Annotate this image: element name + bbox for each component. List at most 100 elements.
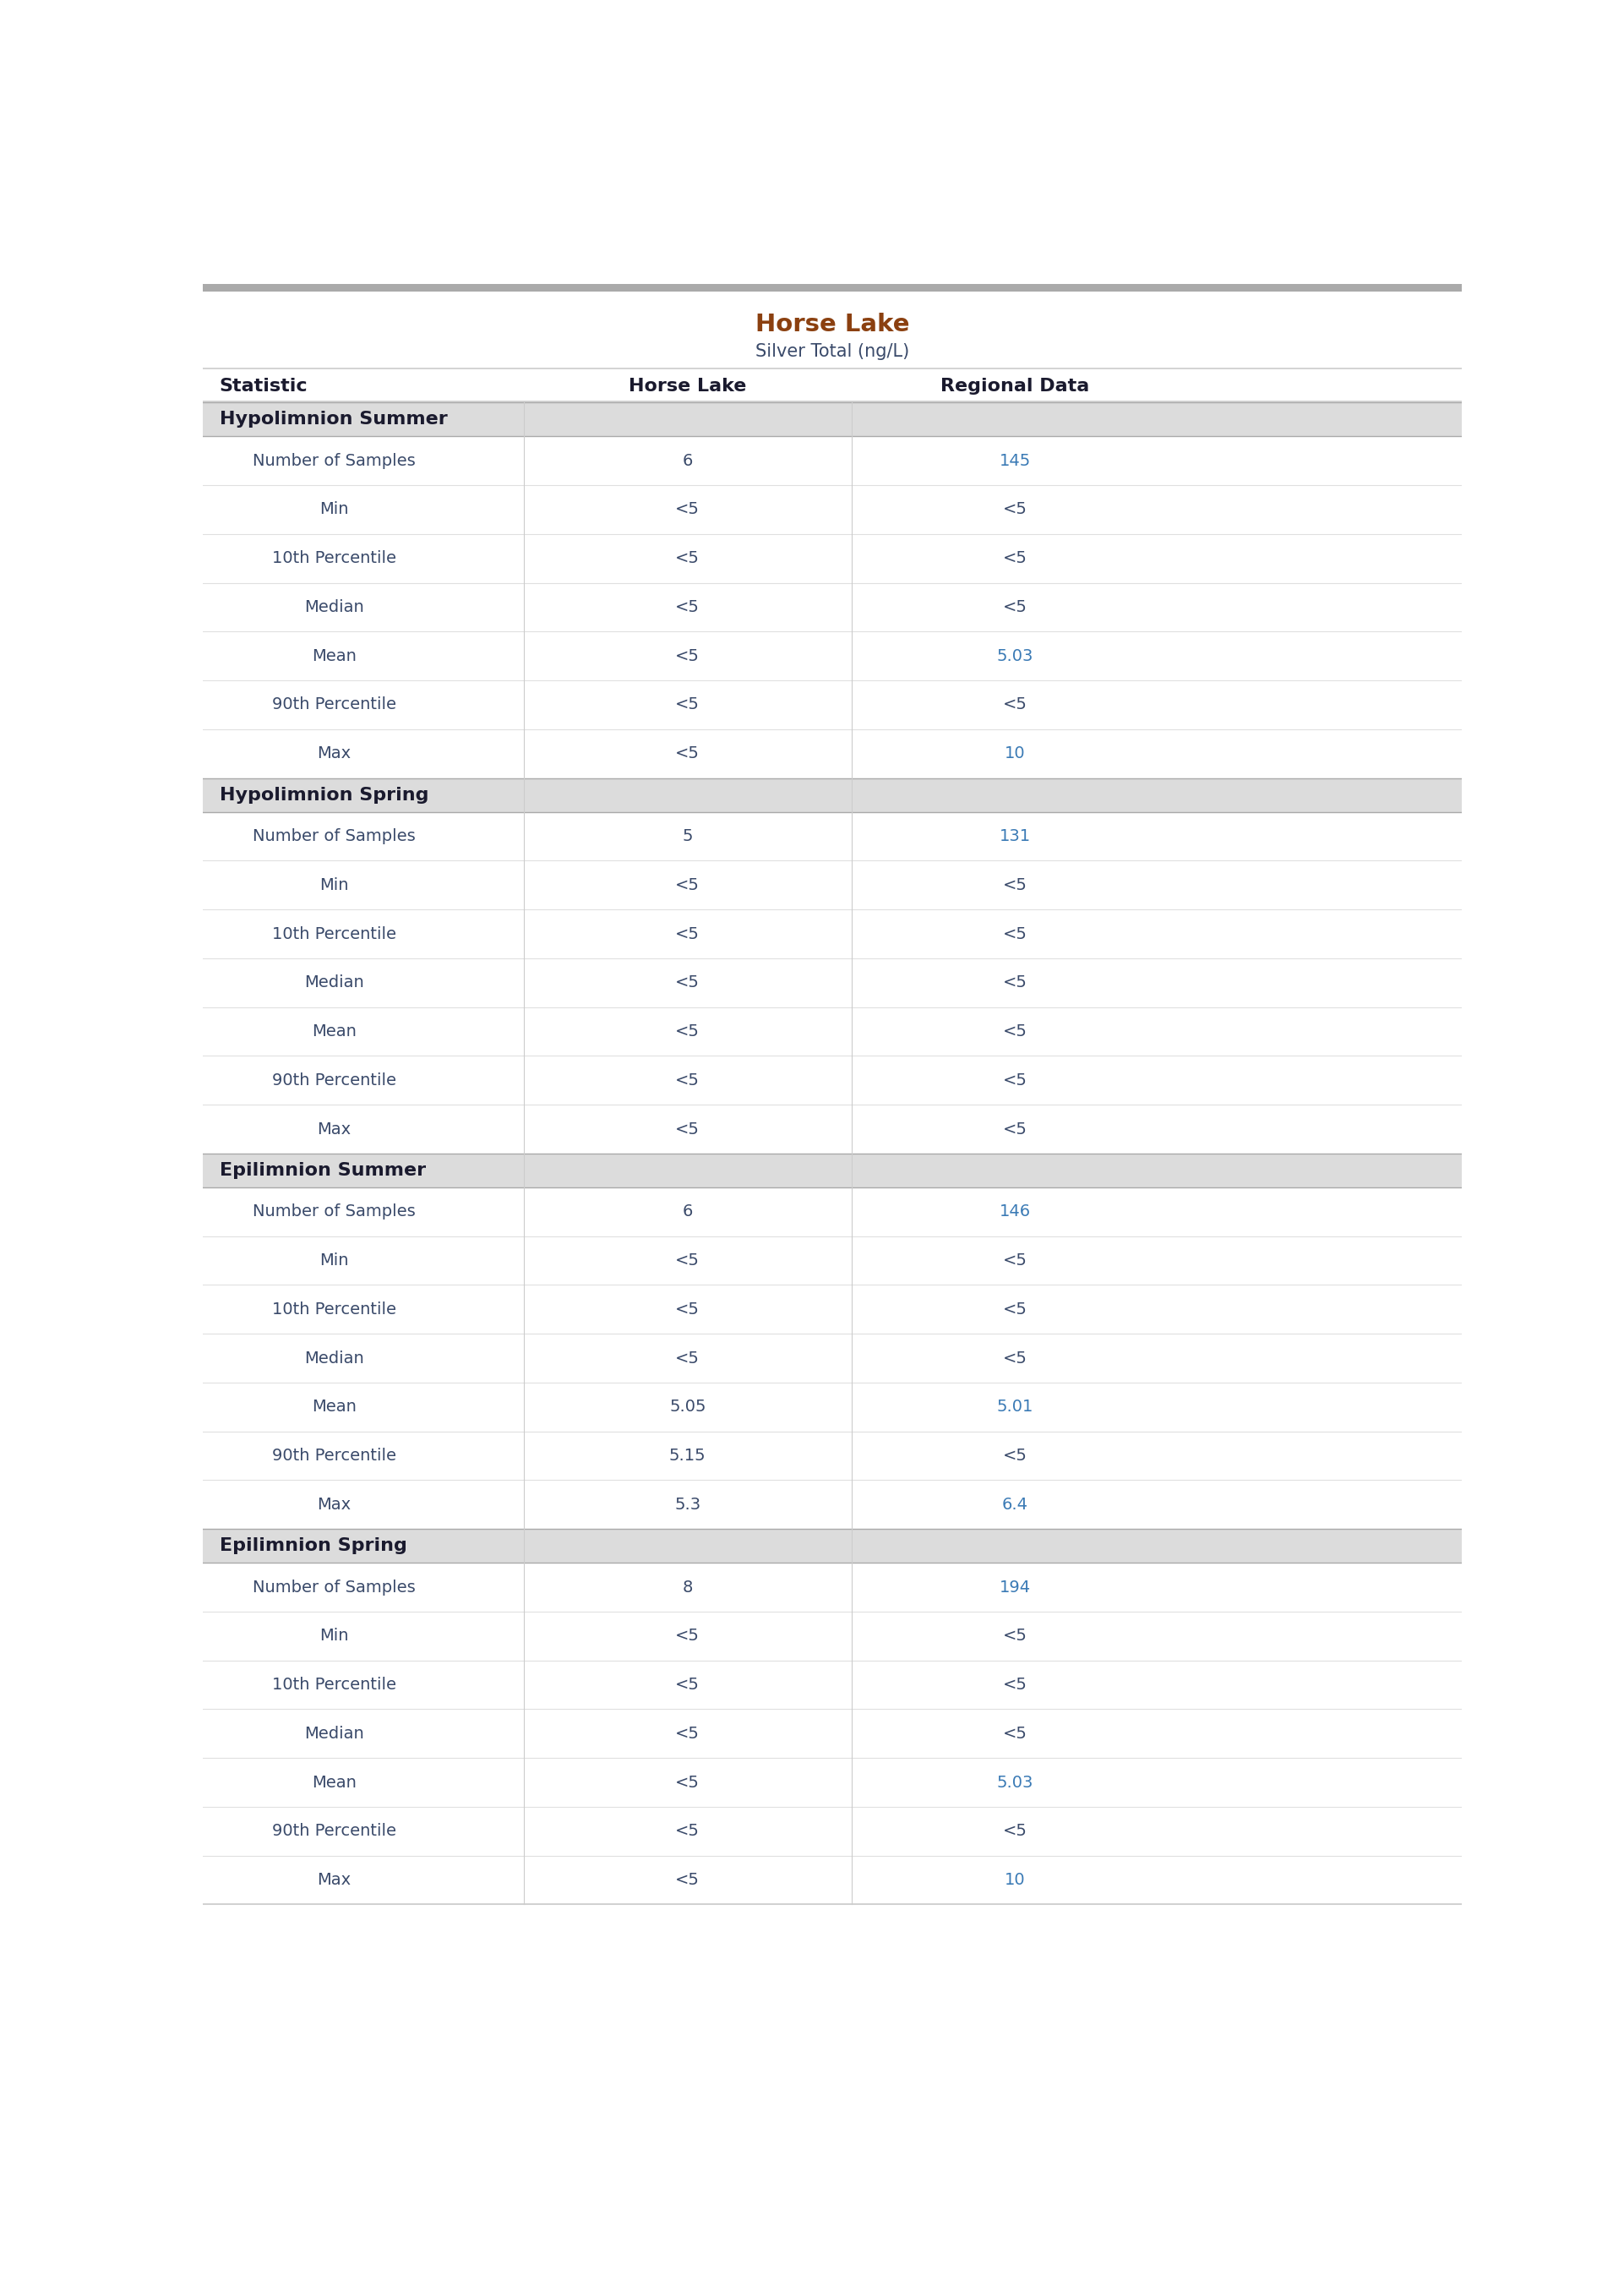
Text: Min: Min xyxy=(320,876,349,892)
Text: Epilimnion Summer: Epilimnion Summer xyxy=(219,1162,425,1178)
Text: Mean: Mean xyxy=(312,1775,356,1791)
Text: Silver Total (ng/L): Silver Total (ng/L) xyxy=(755,343,909,361)
Text: 90th Percentile: 90th Percentile xyxy=(271,1823,396,1839)
Text: 10th Percentile: 10th Percentile xyxy=(271,1301,396,1317)
Text: <5: <5 xyxy=(1002,1121,1028,1137)
Text: <5: <5 xyxy=(676,1873,700,1889)
Text: 5.3: 5.3 xyxy=(674,1496,700,1512)
Bar xyxy=(203,436,1462,486)
Bar xyxy=(203,1382,1462,1432)
Text: 90th Percentile: 90th Percentile xyxy=(271,1448,396,1464)
Text: 10th Percentile: 10th Percentile xyxy=(271,1678,396,1693)
Bar xyxy=(203,681,1462,729)
Text: <5: <5 xyxy=(1002,1024,1028,1040)
Text: <5: <5 xyxy=(1002,1448,1028,1464)
Text: 6.4: 6.4 xyxy=(1002,1496,1028,1512)
Text: Mean: Mean xyxy=(312,1398,356,1414)
Text: <5: <5 xyxy=(676,1628,700,1643)
Text: <5: <5 xyxy=(676,1823,700,1839)
Text: <5: <5 xyxy=(1002,1823,1028,1839)
Bar xyxy=(203,631,1462,681)
Text: 6: 6 xyxy=(682,452,693,470)
Text: <5: <5 xyxy=(1002,549,1028,568)
Bar xyxy=(203,910,1462,958)
Bar xyxy=(203,1285,1462,1335)
Bar xyxy=(203,1530,1462,1562)
Text: <5: <5 xyxy=(676,1024,700,1040)
Bar xyxy=(203,1480,1462,1530)
Text: <5: <5 xyxy=(676,697,700,713)
Text: Regional Data: Regional Data xyxy=(940,377,1090,395)
Text: 6: 6 xyxy=(682,1203,693,1219)
Text: Number of Samples: Number of Samples xyxy=(253,452,416,470)
Bar xyxy=(203,813,1462,860)
Bar xyxy=(203,486,1462,533)
Bar xyxy=(203,284,1462,293)
Bar xyxy=(203,1237,1462,1285)
Text: <5: <5 xyxy=(1002,1253,1028,1269)
Bar xyxy=(203,958,1462,1008)
Text: Median: Median xyxy=(304,1725,364,1741)
Text: 90th Percentile: 90th Percentile xyxy=(271,697,396,713)
Text: Horse Lake: Horse Lake xyxy=(628,377,747,395)
Text: Max: Max xyxy=(317,1496,351,1512)
Text: Mean: Mean xyxy=(312,647,356,665)
Text: 5.03: 5.03 xyxy=(997,1775,1033,1791)
Bar xyxy=(203,729,1462,779)
Bar xyxy=(203,1659,1462,1709)
Text: <5: <5 xyxy=(1002,1725,1028,1741)
Text: Median: Median xyxy=(304,974,364,990)
Text: Number of Samples: Number of Samples xyxy=(253,1580,416,1596)
Text: 194: 194 xyxy=(999,1580,1031,1596)
Text: <5: <5 xyxy=(1002,697,1028,713)
Bar xyxy=(203,1187,1462,1237)
Text: 10: 10 xyxy=(1005,1873,1025,1889)
Bar xyxy=(203,1105,1462,1153)
Text: 5.15: 5.15 xyxy=(669,1448,706,1464)
Text: 10th Percentile: 10th Percentile xyxy=(271,926,396,942)
Text: 8: 8 xyxy=(682,1580,693,1596)
Text: Hypolimnion Spring: Hypolimnion Spring xyxy=(219,785,429,804)
Text: <5: <5 xyxy=(1002,1628,1028,1643)
Text: <5: <5 xyxy=(1002,599,1028,615)
Text: <5: <5 xyxy=(676,599,700,615)
Bar xyxy=(203,402,1462,436)
Text: Min: Min xyxy=(320,502,349,518)
Text: Median: Median xyxy=(304,1351,364,1367)
Text: 146: 146 xyxy=(999,1203,1031,1219)
Text: 145: 145 xyxy=(999,452,1031,470)
Bar xyxy=(203,1008,1462,1056)
Text: <5: <5 xyxy=(1002,502,1028,518)
Bar xyxy=(203,1709,1462,1757)
Text: Max: Max xyxy=(317,745,351,763)
Text: <5: <5 xyxy=(676,502,700,518)
Text: <5: <5 xyxy=(676,974,700,990)
Bar xyxy=(203,583,1462,631)
Text: <5: <5 xyxy=(1002,1678,1028,1693)
Text: 90th Percentile: 90th Percentile xyxy=(271,1071,396,1087)
Bar xyxy=(203,1153,1462,1187)
Text: <5: <5 xyxy=(676,745,700,763)
Text: 131: 131 xyxy=(999,829,1031,844)
Bar xyxy=(203,1612,1462,1659)
Bar xyxy=(203,860,1462,910)
Text: <5: <5 xyxy=(676,1301,700,1317)
Text: 5.01: 5.01 xyxy=(997,1398,1033,1414)
Text: Max: Max xyxy=(317,1873,351,1889)
Bar xyxy=(203,1807,1462,1855)
Text: <5: <5 xyxy=(1002,1301,1028,1317)
Text: <5: <5 xyxy=(676,876,700,892)
Bar xyxy=(203,1335,1462,1382)
Bar xyxy=(203,1432,1462,1480)
Text: <5: <5 xyxy=(1002,974,1028,990)
Text: Min: Min xyxy=(320,1628,349,1643)
Bar xyxy=(203,1562,1462,1612)
Bar xyxy=(203,1056,1462,1105)
Text: 5.03: 5.03 xyxy=(997,647,1033,665)
Bar xyxy=(203,779,1462,813)
Text: <5: <5 xyxy=(676,1351,700,1367)
Text: 5: 5 xyxy=(682,829,693,844)
Text: <5: <5 xyxy=(1002,1351,1028,1367)
Text: <5: <5 xyxy=(676,1678,700,1693)
Text: Mean: Mean xyxy=(312,1024,356,1040)
